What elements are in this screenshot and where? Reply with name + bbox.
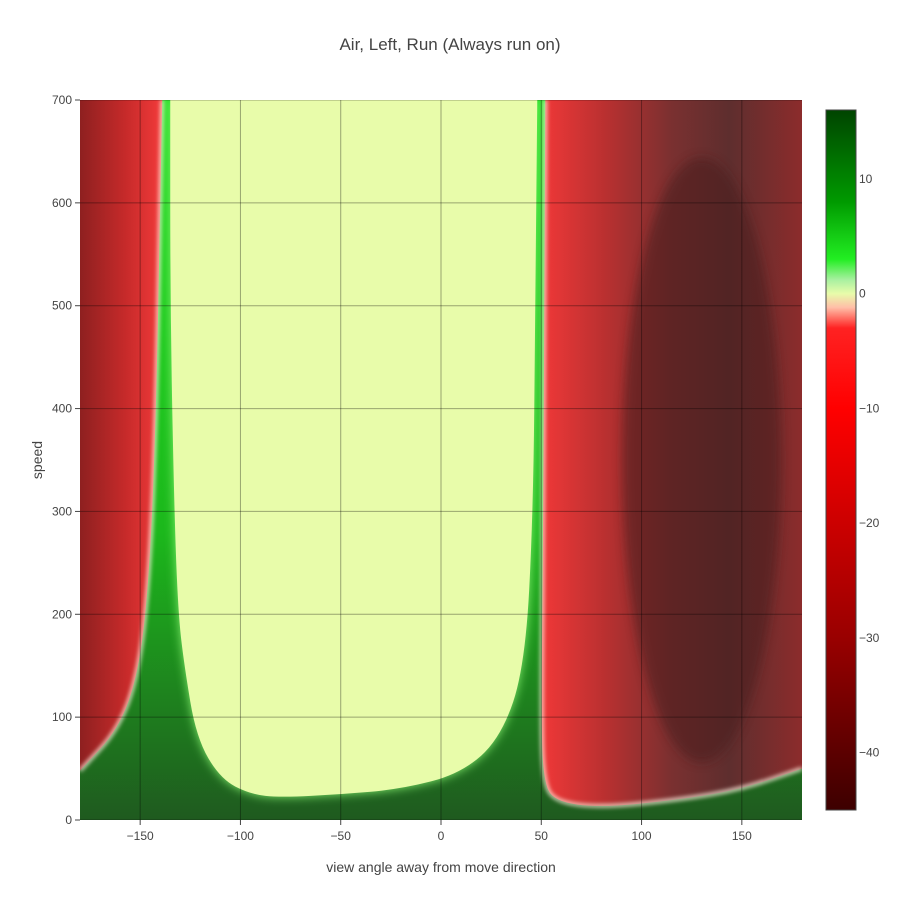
heatmap-yellow-region (170, 100, 538, 797)
y-tick-label: 300 (52, 504, 72, 518)
heatmap-dark-zone (622, 157, 782, 763)
colorbar-tick-label: −20 (859, 516, 880, 530)
x-axis-ticks: −150 −100 −50 0 50 100 150 (127, 820, 752, 843)
x-tick-label: 50 (535, 829, 549, 843)
y-tick-label: 600 (52, 196, 72, 210)
colorbar-scale (825, 109, 857, 811)
x-tick-label: −100 (227, 829, 254, 843)
x-tick-label: 100 (632, 829, 652, 843)
colorbar-tick-label: 10 (859, 172, 873, 186)
y-tick-label: 0 (65, 813, 72, 827)
y-tick-label: 700 (52, 93, 72, 107)
colorbar-tick-label: 0 (859, 287, 866, 301)
y-tick-label: 500 (52, 299, 72, 313)
y-tick-label: 200 (52, 607, 72, 621)
y-tick-label: 400 (52, 402, 72, 416)
x-tick-label: −50 (331, 829, 352, 843)
x-tick-label: 150 (732, 829, 752, 843)
x-axis-label: view angle away from move direction (326, 859, 556, 875)
colorbar-tick-label: −40 (859, 746, 880, 760)
chart-title: Air, Left, Run (Always run on) (339, 35, 560, 54)
heatmap-left-red-region (80, 100, 163, 771)
colorbar-tick-label: −30 (859, 631, 880, 645)
heatmap-right-white-edge (540, 100, 802, 808)
colorbar-ticks: 10 0 −10 −20 −30 −40 (859, 172, 880, 760)
heatmap-plot-area (80, 100, 802, 820)
y-axis-label: speed (29, 441, 45, 479)
heatmap-left-white-edge (80, 100, 164, 772)
y-axis-ticks: 0 100 200 300 400 500 600 700 (52, 93, 80, 827)
colorbar-tick-label: −10 (859, 401, 880, 415)
x-tick-label: 0 (438, 829, 445, 843)
grid-lines (80, 100, 802, 820)
x-tick-label: −150 (127, 829, 154, 843)
colorbar: 10 0 −10 −20 −30 −40 (825, 109, 880, 811)
y-tick-label: 100 (52, 710, 72, 724)
